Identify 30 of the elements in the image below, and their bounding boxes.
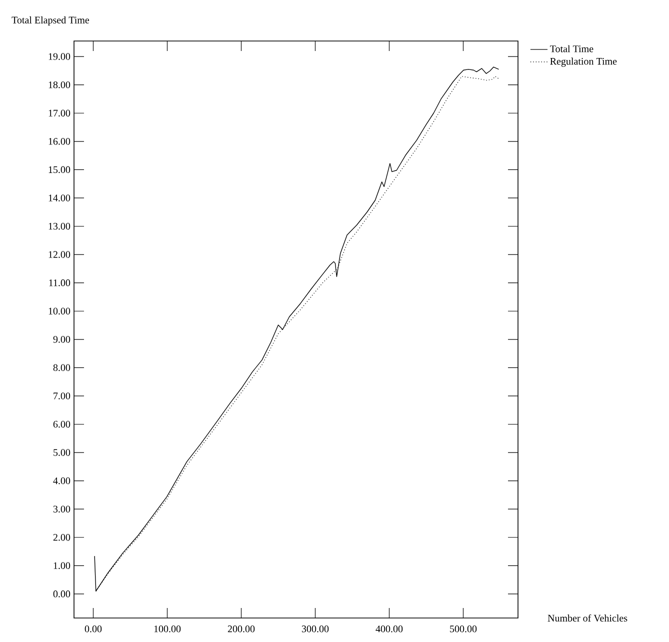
y-tick-label: 0.00 (53, 590, 70, 598)
x-tick-label: 500.00 (450, 626, 477, 632)
y-tick-label: 3.00 (53, 506, 70, 512)
y-tick-label: 16.00 (48, 138, 70, 145)
x-tick-label: 400.00 (376, 626, 403, 632)
y-axis-title: Total Elapsed Time (12, 16, 90, 26)
y-tick-label: 14.00 (48, 194, 70, 202)
y-tick-label: 8.00 (53, 364, 70, 372)
y-tick-label: 10.00 (48, 308, 70, 315)
legend-label: Regulation Time (550, 58, 617, 67)
y-tick-label: 18.00 (48, 81, 70, 88)
y-tick-label: 6.00 (53, 420, 70, 428)
y-tick-label: 1.00 (54, 562, 70, 570)
y-tick-label: 7.00 (54, 392, 70, 400)
y-tick-label: 15.00 (48, 166, 70, 174)
x-tick-label: 0.00 (84, 626, 102, 632)
y-tick-label: 5.00 (54, 449, 70, 456)
y-tick-label: 4.00 (53, 477, 70, 484)
y-tick-label: 9.00 (53, 336, 70, 343)
y-tick-label: 19.00 (48, 53, 70, 60)
legend-label: Total Time (550, 45, 594, 52)
y-tick-label: 12.00 (48, 251, 70, 258)
x-tick-label: 200.00 (228, 626, 255, 632)
x-axis-title: Number of Vehicles (548, 614, 628, 622)
x-tick-label: 300.00 (302, 626, 329, 632)
y-tick-label: 11.00 (49, 279, 70, 286)
x-tick-label: 100.00 (154, 626, 181, 632)
y-tick-label: 2.00 (53, 534, 70, 541)
y-tick-label: 13.00 (48, 222, 70, 230)
y-tick-label: 17.00 (48, 110, 70, 117)
